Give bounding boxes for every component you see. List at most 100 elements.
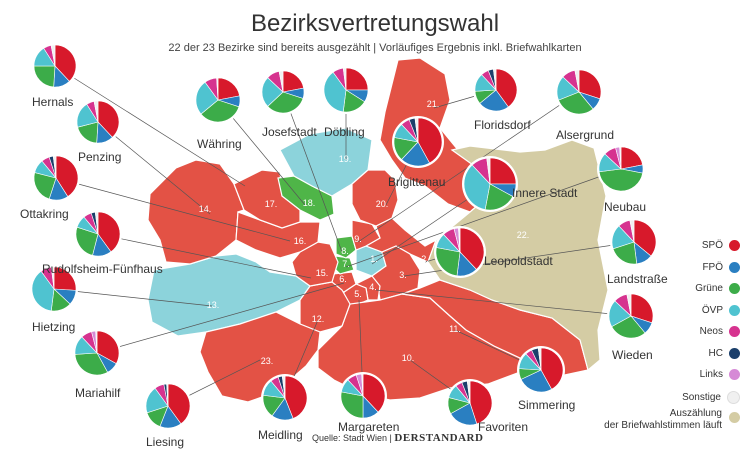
pie-slice-meidling-spoe: [284, 375, 308, 419]
pie-slice-leopoldstadt-spoe: [459, 227, 485, 270]
pie-slice-waehring-gruene: [200, 99, 240, 123]
district-number-innere-stadt: 1.: [370, 254, 378, 264]
pie-chart-alsergrund: [555, 68, 603, 116]
legend-label: Neos: [699, 326, 723, 337]
district-numbers: 1. 2. 3. 4. 5. 6. 7. 8. 9. 10. 11. 12. 13. 14. 15. 16. 1…: [199, 99, 530, 366]
pie-slice-josefstadt-gruene: [267, 91, 304, 114]
pie-chart-floridsdorf: [473, 67, 519, 113]
legend-label: SPÖ: [701, 240, 723, 251]
pie-slice-innere-stadt-spoe: [489, 157, 517, 185]
pie-chart-margareten: [339, 372, 387, 420]
pie-chart-leopoldstadt: [434, 226, 486, 278]
pie-chart-waehring: [194, 76, 242, 124]
district-number-margareten: 5.: [354, 289, 362, 299]
legend-item-oevp: ÖVP: [701, 304, 740, 316]
district-region-josefstadt: [335, 235, 357, 259]
pie-slice-rudolfsheim-fuenfhaus-gruene: [75, 226, 99, 256]
pie-slice-waehring-sonstige: [216, 77, 219, 101]
pie-slice-favoriten-spoe: [469, 380, 493, 425]
pie-chart-rudolfsheim-fuenfhaus: [74, 210, 122, 258]
district-label-landstrasse: Landstraße: [607, 272, 668, 286]
pie-chart-landstrasse: [610, 218, 658, 266]
legend-item-links: Links: [700, 369, 740, 380]
district-number-simmering: 11.: [449, 324, 461, 334]
pie-slice-mariahilf-sonstige: [95, 330, 98, 354]
pie-slice-hietzing-oevp: [31, 270, 55, 312]
district-label-floridsdorf: Floridsdorf: [474, 118, 531, 132]
pie-slice-alsergrund-gruene: [558, 91, 594, 115]
pie-chart-josefstadt: [260, 69, 306, 115]
leader-line-josefstadt: [282, 91, 343, 253]
leader-line-hietzing: [53, 288, 213, 307]
pie-slice-landstrasse-spoe: [633, 219, 657, 257]
district-number-ottakring: 16.: [294, 236, 307, 246]
legend-swatch: [729, 261, 740, 273]
district-label-margareten: Margareten: [338, 420, 400, 434]
district-label-alsergrund: Alsergrund: [556, 128, 615, 142]
district-label-penzing: Penzing: [78, 150, 122, 164]
leader-line-hernals: [54, 65, 246, 187]
district-label-leopoldstadt: Leopoldstadt: [484, 254, 553, 268]
pie-slice-doebling-spoe: [345, 67, 369, 91]
pie-slice-rudolfsheim-fuenfhaus-sonstige: [94, 211, 99, 235]
legend-label: FPÖ: [702, 261, 723, 273]
pie-slice-ottakring-sonstige: [52, 155, 57, 179]
district-region-brigittenau: [351, 169, 399, 227]
legend-item-sonstige: Sonstige: [682, 390, 740, 404]
pie-slice-alsergrund-spoe: [578, 69, 602, 100]
district-number-wieden: 4.: [369, 282, 377, 292]
pie-slice-innere-stadt-oevp: [463, 164, 491, 210]
pie-slice-hernals-gruene: [33, 65, 56, 88]
pie-slice-alsergrund-sonstige: [574, 69, 580, 93]
leader-line-rudolfsheim-fuenfhaus: [97, 233, 312, 279]
pie-slice-josefstadt-sonstige: [278, 70, 284, 93]
pie-charts: [30, 43, 658, 430]
pie-slice-leopoldstadt-gruene: [435, 247, 461, 277]
pie-slice-simmering-sonstige: [537, 347, 542, 371]
legend-item-pending: Auszählung der Briefwahlstimmen läuft: [604, 408, 722, 432]
legend-swatch: [729, 240, 740, 251]
pie-slice-wieden-spoe: [630, 293, 654, 324]
leader-line-ottakring: [55, 177, 291, 242]
pie-chart-neubau: [597, 145, 645, 193]
pie-slice-liesing-spoe: [167, 383, 191, 425]
legend-swatch: [729, 283, 740, 294]
pie-slice-doebling-sonstige: [342, 67, 347, 91]
pie-slice-innere-stadt-sonstige: [486, 157, 491, 185]
pie-chart-brigittenau: [392, 116, 444, 168]
pie-slice-penzing-spoe: [97, 100, 120, 138]
pie-slice-floridsdorf-sonstige: [493, 68, 497, 91]
legend-pending-line1: Auszählung: [669, 408, 722, 419]
district-number-favoriten: 10.: [402, 353, 415, 363]
pie-slice-brigittenau-sonstige: [414, 117, 419, 143]
district-label-innere-stadt: Innere Stadt: [512, 186, 578, 200]
district-number-doebling: 19.: [339, 154, 352, 164]
district-region-hernals: [233, 169, 301, 229]
legend-item-gruene: Grüne: [695, 283, 740, 294]
legend-swatch: [729, 347, 740, 359]
district-label-brigittenau: Brigittenau: [388, 175, 446, 189]
leader-line-penzing: [97, 121, 211, 215]
district-number-waehring: 18.: [303, 198, 316, 208]
district-number-landstrasse: 3.: [399, 270, 407, 280]
legend-item-hc: HC: [709, 347, 740, 359]
legend-pending-line2: der Briefwahlstimmen läuft: [604, 420, 722, 431]
legend-label: ÖVP: [701, 304, 723, 316]
pie-slice-ottakring-gruene: [33, 172, 57, 200]
pie-chart-hernals: [32, 43, 78, 89]
pie-chart-penzing: [75, 99, 121, 145]
district-label-rudolfsheim-fuenfhaus: Rudolfsheim-Fünfhaus: [42, 262, 163, 276]
pie-slice-waehring-oevp: [195, 81, 219, 115]
pie-chart-wieden: [607, 292, 655, 340]
legend-label: Grüne: [695, 283, 723, 294]
district-number-hietzing: 13.: [207, 300, 220, 310]
legend-label: Sonstige: [682, 391, 721, 403]
pie-slice-rudolfsheim-fuenfhaus-spoe: [97, 211, 121, 253]
district-number-josefstadt: 8.: [341, 246, 349, 256]
district-number-penzing: 14.: [199, 204, 212, 214]
legend-swatch: [729, 369, 740, 380]
pie-chart-innere-stadt: [462, 156, 518, 212]
pie-slice-margareten-sonstige: [361, 373, 364, 397]
legend-item-spoe: SPÖ: [702, 240, 740, 251]
